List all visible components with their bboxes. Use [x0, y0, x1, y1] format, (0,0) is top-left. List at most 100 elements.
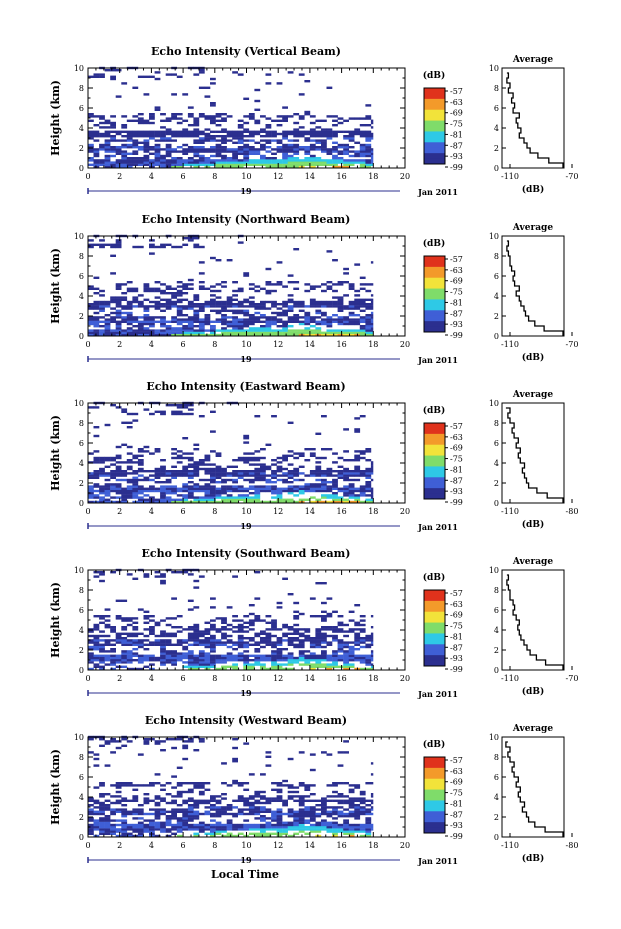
average-y-tick-label: 4 — [494, 292, 499, 301]
heatmap-cell — [88, 329, 94, 332]
heatmap-cell — [121, 283, 128, 286]
heatmap-cell — [348, 132, 355, 136]
heatmap-cell — [332, 665, 338, 668]
heatmap-cell — [260, 487, 266, 490]
heatmap-cell — [126, 740, 133, 743]
heatmap-cell — [315, 470, 322, 473]
heatmap-cell — [132, 476, 139, 479]
heatmap-cell — [132, 652, 139, 655]
heatmap-cell — [226, 148, 233, 151]
heatmap-cell — [187, 804, 194, 807]
heatmap-cell — [99, 161, 105, 164]
heatmap-cell — [126, 661, 133, 664]
heatmap-cell — [260, 146, 266, 149]
heatmap-cell — [321, 303, 327, 306]
heatmap-cell — [304, 150, 311, 153]
heatmap-cell — [276, 159, 283, 162]
heatmap-cell — [198, 661, 205, 664]
heatmap-cell — [204, 788, 211, 791]
heatmap-cell — [115, 243, 122, 246]
heatmap-cell — [309, 830, 316, 833]
heatmap-cell — [132, 152, 139, 155]
heatmap-cell — [115, 830, 122, 833]
heatmap-cell — [276, 146, 283, 149]
y-tick-label: 6 — [79, 606, 84, 615]
heatmap-cell — [271, 130, 277, 133]
heatmap-cell — [182, 285, 189, 288]
heatmap-cell — [121, 819, 128, 822]
heatmap-cell — [143, 154, 150, 158]
heatmap-cell — [226, 161, 233, 164]
heatmap-cell — [187, 812, 194, 816]
heatmap-cell — [260, 485, 266, 488]
heatmap-cell — [126, 826, 133, 829]
heatmap-cell — [321, 470, 327, 473]
heatmap-cell — [276, 637, 283, 640]
heatmap-cell — [248, 316, 255, 319]
y-tick-label: 6 — [79, 104, 84, 113]
heatmap-cell — [226, 322, 233, 326]
heatmap-cell — [165, 143, 172, 147]
heatmap-cell — [326, 325, 333, 328]
heatmap-cell — [193, 130, 200, 133]
heatmap-cell — [160, 797, 166, 800]
heatmap-cell — [204, 823, 211, 827]
heatmap-cell — [121, 641, 128, 644]
heatmap-cell — [304, 628, 311, 631]
heatmap-cell — [326, 305, 333, 308]
heatmap-cell — [326, 626, 333, 629]
heatmap-cell — [182, 237, 189, 240]
heatmap-cell — [354, 489, 361, 493]
heatmap-cell — [260, 630, 266, 633]
heatmap-cell — [88, 75, 94, 78]
heatmap-cell — [182, 828, 189, 831]
heatmap-cell — [143, 643, 150, 646]
x-tick-label: 12 — [273, 674, 283, 683]
heatmap-cell — [248, 643, 255, 646]
heatmap-cell — [321, 601, 327, 605]
heatmap-cell — [165, 161, 172, 164]
heatmap-cell — [121, 744, 128, 747]
heatmap-cell — [293, 601, 300, 605]
heatmap-cell — [193, 132, 200, 136]
heatmap-cell — [198, 500, 205, 504]
heatmap-cell — [260, 817, 266, 820]
heatmap-cell — [176, 135, 183, 138]
heatmap-cell — [137, 639, 144, 642]
heatmap-cell — [237, 150, 244, 153]
heatmap-cell — [315, 828, 322, 831]
heatmap-cell — [121, 154, 128, 158]
heatmap-cell — [88, 810, 94, 813]
heatmap-cell — [154, 656, 161, 660]
heatmap-cell — [165, 487, 172, 490]
heatmap-cell — [115, 632, 122, 635]
heatmap-cell — [149, 663, 155, 666]
heatmap-cell — [143, 146, 150, 149]
heatmap-cell — [282, 285, 288, 288]
heatmap-cell — [215, 303, 222, 306]
heatmap-cell — [110, 648, 116, 651]
day-label: 19 — [240, 354, 252, 364]
heatmap-cell — [293, 113, 300, 116]
colorbar-tick-label: -93 — [450, 821, 463, 830]
heatmap-cell — [260, 656, 266, 660]
heatmap-cell — [315, 663, 322, 666]
heatmap-cell — [132, 461, 139, 464]
heatmap-cell — [88, 119, 94, 122]
heatmap-cell — [226, 474, 233, 477]
heatmap-cell — [321, 135, 327, 138]
heatmap-cell — [115, 478, 122, 482]
heatmap-cell — [88, 130, 94, 133]
heatmap-cell — [198, 333, 205, 337]
heatmap-cell — [165, 152, 172, 155]
heatmap-cell — [221, 165, 227, 169]
heatmap-cell — [110, 300, 116, 304]
heatmap-cell — [99, 830, 105, 833]
heatmap-cell — [99, 656, 105, 660]
heatmap-cell — [271, 645, 277, 649]
x-tick-label: 0 — [85, 507, 90, 516]
heatmap-cell — [265, 654, 272, 657]
heatmap-cell — [271, 135, 277, 138]
heatmap-cell — [365, 150, 372, 153]
heatmap-cell — [198, 329, 205, 332]
